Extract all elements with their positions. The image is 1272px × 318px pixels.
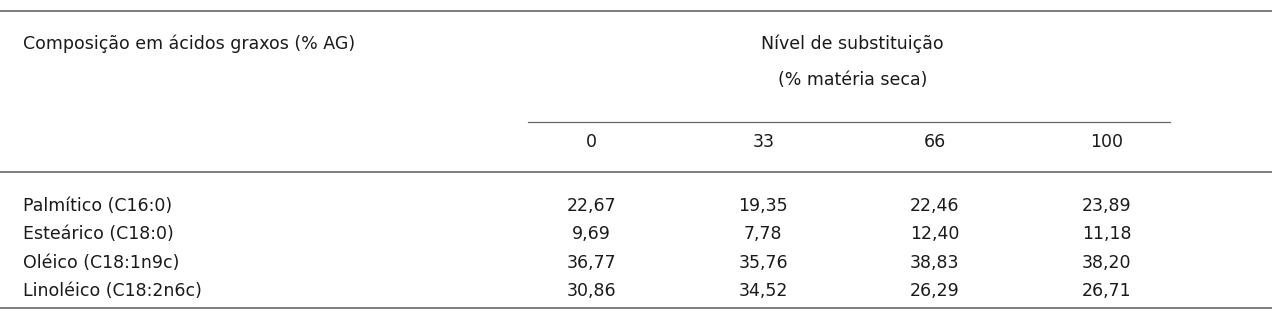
- Text: 100: 100: [1090, 133, 1123, 151]
- Text: Esteárico (C18:0): Esteárico (C18:0): [23, 225, 174, 243]
- Text: 22,67: 22,67: [566, 197, 617, 215]
- Text: 23,89: 23,89: [1081, 197, 1132, 215]
- Text: (% matéria seca): (% matéria seca): [777, 71, 927, 88]
- Text: 12,40: 12,40: [911, 225, 959, 243]
- Text: 30,86: 30,86: [566, 282, 617, 300]
- Text: 38,83: 38,83: [911, 254, 959, 272]
- Text: 38,20: 38,20: [1082, 254, 1131, 272]
- Text: 26,71: 26,71: [1081, 282, 1132, 300]
- Text: 66: 66: [923, 133, 946, 151]
- Text: 36,77: 36,77: [566, 254, 617, 272]
- Text: 11,18: 11,18: [1082, 225, 1131, 243]
- Text: 19,35: 19,35: [738, 197, 789, 215]
- Text: 34,52: 34,52: [739, 282, 787, 300]
- Text: 22,46: 22,46: [911, 197, 959, 215]
- Text: Linoléico (C18:2n6c): Linoléico (C18:2n6c): [23, 282, 202, 300]
- Text: Nível de substituição: Nível de substituição: [761, 35, 944, 53]
- Text: 35,76: 35,76: [738, 254, 789, 272]
- Text: Oléico (C18:1n9c): Oléico (C18:1n9c): [23, 254, 179, 272]
- Text: 7,78: 7,78: [744, 225, 782, 243]
- Text: Composição em ácidos graxos (% AG): Composição em ácidos graxos (% AG): [23, 35, 355, 53]
- Text: Palmítico (C16:0): Palmítico (C16:0): [23, 197, 172, 215]
- Text: 9,69: 9,69: [572, 225, 611, 243]
- Text: 0: 0: [586, 133, 597, 151]
- Text: 33: 33: [752, 133, 775, 151]
- Text: 26,29: 26,29: [909, 282, 960, 300]
